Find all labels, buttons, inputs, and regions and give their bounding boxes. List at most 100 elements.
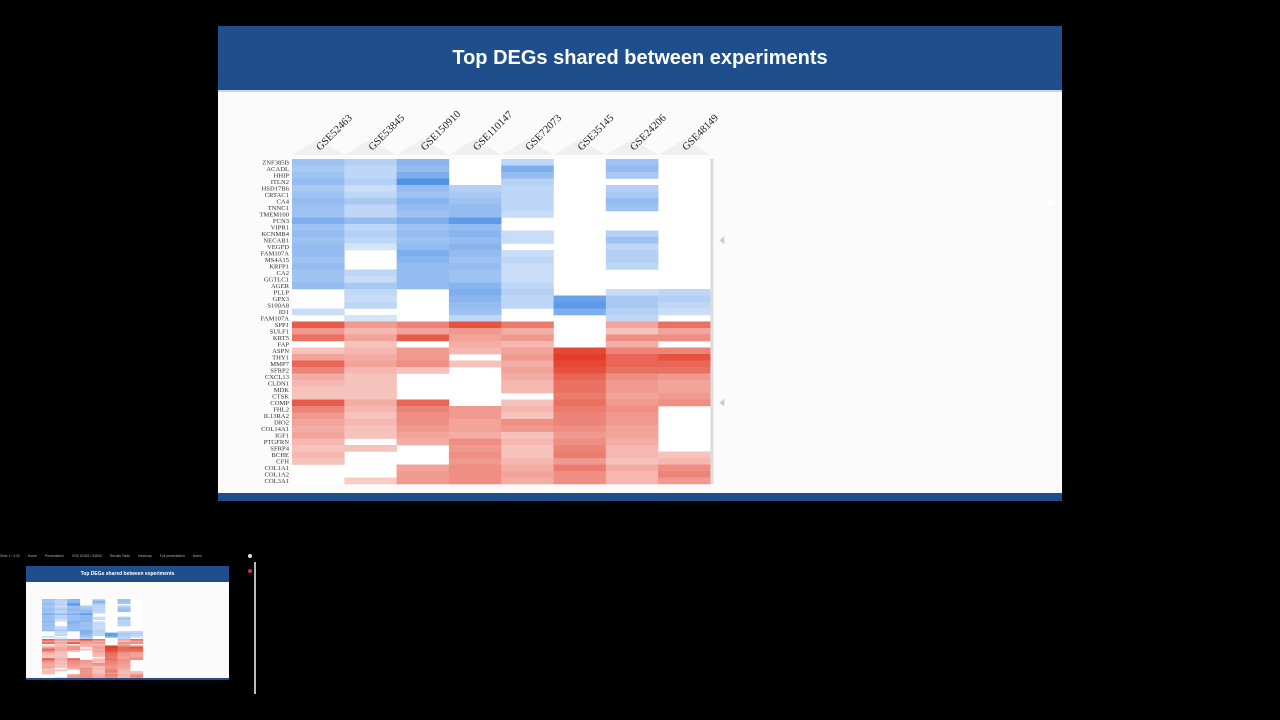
heatmap-cell — [605, 263, 659, 270]
toolbar-item[interactable]: GSE 52463 / 53845 — [71, 554, 102, 558]
heatmap-cell — [292, 432, 345, 439]
heatmap-cell — [344, 393, 397, 400]
row-label: TMEM100 — [259, 212, 289, 219]
column-header-shape — [658, 139, 711, 155]
heatmap-cell — [42, 615, 55, 617]
heatmap-cell — [344, 165, 397, 173]
heatmap-cell — [130, 648, 144, 651]
toolbar-item[interactable]: Heatmap — [137, 554, 152, 558]
heatmap-cell — [130, 642, 144, 645]
heatmap-cell — [292, 172, 345, 179]
heatmap-cell — [67, 627, 81, 630]
heatmap-cell — [105, 661, 118, 664]
heatmap-cell — [344, 289, 397, 296]
heatmap-cell — [42, 605, 55, 608]
heatmap-cell — [130, 675, 144, 678]
collapse-arrow-icon[interactable] — [719, 398, 725, 407]
heatmap-cell — [344, 354, 397, 361]
heatmap-cell — [79, 648, 93, 651]
heatmap-cell — [117, 618, 131, 621]
heatmap-cell — [344, 380, 397, 387]
heatmap-cell — [54, 627, 68, 630]
thumbnail-toolbar: Slide 1 / 4:30 Home Presentation GSE 52463 … — [0, 552, 248, 560]
heatmap-cell — [130, 656, 144, 659]
heatmap-cell — [344, 295, 397, 303]
heatmap-cell — [658, 328, 711, 335]
heatmap-cell — [92, 608, 106, 611]
heatmap-cell — [658, 295, 711, 303]
column-header-shape — [605, 139, 659, 155]
heatmap-cell — [344, 211, 397, 218]
heatmap-cell — [448, 321, 502, 329]
heatmap-cell — [658, 464, 711, 472]
column-label: GSE24206 — [628, 113, 668, 153]
row-label: THY1 — [272, 355, 289, 362]
toolbar-item[interactable]: Full presentation — [159, 554, 185, 558]
row-label: KCNMB4 — [262, 231, 290, 238]
heatmap-cell — [448, 477, 502, 485]
heatmap-cell — [396, 360, 450, 368]
heatmap-cell — [92, 629, 106, 632]
heatmap-cell — [79, 675, 93, 678]
heatmap-cell — [292, 419, 345, 426]
heatmap-cell — [292, 425, 345, 433]
heatmap-cell — [54, 626, 68, 629]
heatmap-cell — [344, 328, 397, 335]
heatmap-cell — [117, 624, 131, 627]
toolbar-item[interactable]: Results Table — [109, 554, 130, 558]
row-label: KRFP1 — [269, 264, 289, 271]
heatmap-cell — [117, 666, 131, 669]
heatmap-cell — [105, 634, 118, 637]
heatmap-cell — [54, 602, 68, 605]
heatmap-cell — [605, 347, 659, 355]
scrollbar[interactable] — [254, 562, 256, 694]
heatmap-cell — [42, 627, 55, 630]
heatmap-cell — [54, 655, 68, 657]
heatmap-cell — [344, 217, 397, 225]
toolbar-item[interactable]: Presentation — [44, 554, 64, 558]
toolbar-item[interactable]: Home — [27, 554, 37, 558]
collapse-arrow-icon[interactable] — [719, 236, 725, 245]
heatmap-cell — [67, 640, 81, 643]
heatmap-cell — [54, 658, 68, 661]
heatmap-cell — [658, 360, 711, 368]
heatmap-cell — [501, 419, 554, 426]
heatmap-cell — [658, 451, 711, 459]
heatmap-cell — [501, 230, 554, 238]
heatmap-cell — [67, 599, 81, 601]
heatmap-cell — [344, 172, 397, 179]
heatmap-cell — [54, 648, 68, 651]
heatmap-cell — [42, 663, 55, 665]
heatmap-cell — [42, 669, 55, 672]
heatmap-cell — [292, 334, 345, 342]
heatmap-cell — [67, 616, 81, 619]
heatmap-cell — [605, 295, 659, 303]
heatmap-cell — [396, 230, 450, 238]
heatmap-cell — [605, 432, 659, 439]
heatmap-cell — [105, 669, 118, 672]
heatmap-cell — [42, 658, 55, 661]
heatmap-cell — [448, 217, 502, 225]
heatmap-cell — [396, 471, 450, 478]
settings-icon[interactable] — [248, 554, 252, 558]
heatmap-cell — [396, 432, 450, 439]
heatmap-cell — [92, 640, 106, 643]
toolbar-item[interactable]: Notes — [192, 554, 202, 558]
row-label: IGF1 — [275, 433, 289, 440]
slide-thumbnail[interactable]: Top DEGs shared between experiments — [26, 566, 229, 680]
heatmap-cell — [67, 613, 81, 616]
heatmap-cell — [658, 471, 711, 478]
heatmap-cell — [396, 419, 450, 426]
row-label: S100A8 — [267, 303, 289, 310]
heatmap-cell — [501, 360, 554, 368]
heatmap-cell — [292, 165, 345, 173]
toolbar-item[interactable]: Slide 1 / 4:30 — [0, 554, 20, 558]
heatmap-cell — [605, 250, 659, 257]
heatmap-cell — [396, 204, 450, 212]
heatmap-cell — [79, 619, 93, 622]
heatmap-cell — [67, 675, 81, 678]
heatmap-cell — [501, 380, 554, 387]
heatmap-cell — [130, 671, 144, 673]
heatmap-cell — [396, 438, 450, 446]
record-icon[interactable] — [248, 569, 252, 573]
